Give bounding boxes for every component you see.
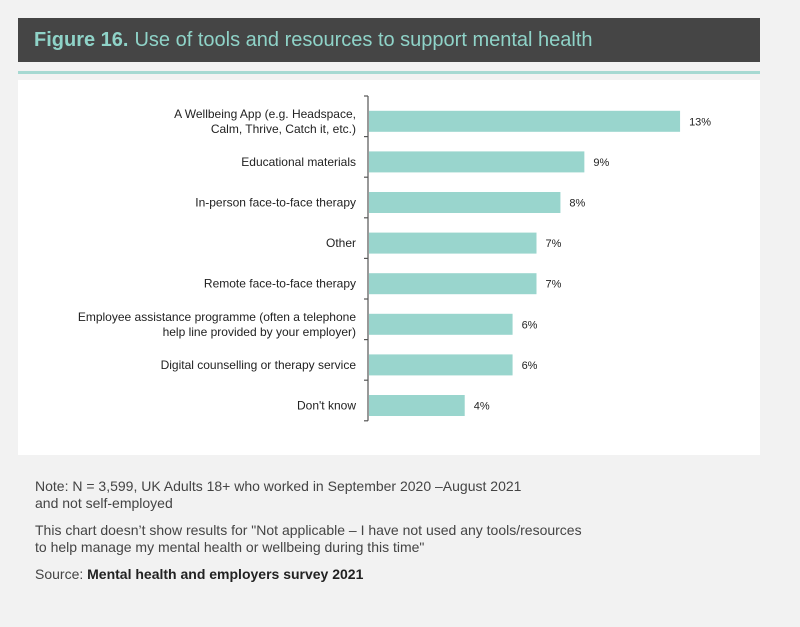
bar (369, 395, 465, 416)
source-prefix: Source: (35, 566, 88, 582)
notes-section: Note: N = 3,599, UK Adults 18+ who worke… (35, 478, 755, 593)
bar (369, 110, 681, 132)
category-label: Educational materials (241, 155, 356, 169)
bar-value-label: 6% (522, 360, 538, 372)
bar-value-label: 8% (569, 198, 585, 210)
category-label: Other (326, 236, 356, 250)
bar (369, 232, 537, 254)
category-label: Digital counselling or therapy service (161, 358, 357, 372)
bar-chart: 13% A Wellbeing App (e.g. Headspace, Calm,… (78, 95, 711, 422)
category-label: Employee assistance programme (often a t… (78, 310, 356, 339)
sample-note-line2: and not self-employed (35, 495, 173, 511)
header-accent-line (18, 71, 760, 74)
bar-value-label: 7% (546, 238, 562, 250)
sample-note-line1: Note: N = 3,599, UK Adults 18+ who worke… (35, 478, 522, 494)
exclusion-note: This chart doesn’t show results for "Not… (35, 522, 755, 556)
bar (369, 354, 513, 376)
figure-label: Figure 16. (34, 28, 129, 51)
exclusion-note-line1: This chart doesn’t show results for "Not… (35, 522, 582, 538)
figure-title: Use of tools and resources to support me… (134, 28, 593, 51)
bar (369, 313, 513, 335)
category-label: Remote face-to-face therapy (204, 277, 356, 291)
category-label: In-person face-to-face therapy (195, 196, 356, 210)
figure-header: Figure 16. Use of tools and resources to… (18, 18, 760, 62)
category-label: A Wellbeing App (e.g. Headspace, Calm, Th… (174, 107, 356, 136)
source-note: Source: Mental health and employers surv… (35, 566, 755, 583)
bar-value-label: 13% (689, 116, 711, 128)
chart-panel: 13% A Wellbeing App (e.g. Headspace, Calm,… (18, 80, 760, 455)
source-name: Mental health and employers survey 2021 (87, 566, 364, 582)
bar-value-label: 6% (522, 319, 538, 331)
bar (369, 151, 585, 173)
category-label: Don't know (297, 399, 356, 413)
sample-note: Note: N = 3,599, UK Adults 18+ who worke… (35, 478, 755, 512)
exclusion-note-line2: to help manage my mental health or wellb… (35, 539, 425, 555)
bar-value-label: 7% (546, 279, 562, 291)
bar-value-label: 9% (593, 157, 609, 169)
bar (369, 192, 561, 213)
bar (369, 273, 537, 295)
bar-value-label: 4% (474, 401, 490, 413)
